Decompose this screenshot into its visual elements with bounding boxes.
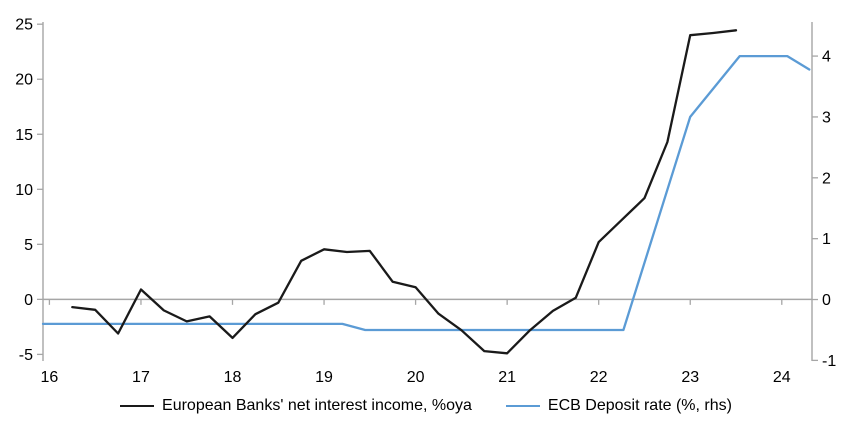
- right-axis-tick-label: 4: [822, 49, 831, 66]
- x-axis-tick-label: 21: [498, 369, 516, 386]
- left-axis-tick-label: 25: [15, 17, 33, 34]
- x-axis-tick-label: 23: [681, 369, 699, 386]
- chart-legend: European Banks' net interest income, %oy…: [0, 394, 852, 418]
- x-axis-tick-label: 18: [224, 369, 242, 386]
- right-axis-tick-label: 3: [822, 109, 831, 126]
- x-axis-tick-label: 20: [407, 369, 425, 386]
- x-axis-tick-label: 24: [773, 369, 791, 386]
- legend-item-ecb-deposit-rate: ECB Deposit rate (%, rhs): [505, 397, 732, 415]
- right-axis-tick-label: 1: [822, 231, 831, 248]
- left-axis-tick-label: 10: [15, 182, 33, 199]
- x-axis-tick-label: 16: [41, 369, 59, 386]
- right-axis-tick-label: -1: [822, 353, 836, 370]
- legend-label-net-interest-income: European Banks' net interest income, %oy…: [162, 397, 472, 414]
- left-axis-tick-label: 15: [15, 127, 33, 144]
- legend-item-net-interest-income: European Banks' net interest income, %oy…: [120, 397, 472, 415]
- x-axis-tick-label: 17: [132, 369, 150, 386]
- legend-line-swatch-blue: [505, 404, 540, 408]
- x-axis-tick-label: 19: [315, 369, 333, 386]
- ecb-deposit-rate-line: [41, 54, 811, 332]
- left-axis-tick-label: 0: [24, 292, 33, 309]
- legend-label-ecb-deposit-rate: ECB Deposit rate (%, rhs): [547, 397, 732, 414]
- left-axis-tick-label: 20: [15, 72, 33, 89]
- legend-line-swatch-black: [120, 404, 155, 408]
- right-axis-tick-label: 0: [822, 292, 831, 309]
- x-axis-tick-label: 22: [590, 369, 608, 386]
- left-axis-tick-label: 5: [24, 237, 33, 254]
- left-axis-tick-label: -5: [19, 347, 33, 364]
- net-interest-income-line: [71, 29, 738, 355]
- right-axis-tick-label: 2: [822, 170, 831, 187]
